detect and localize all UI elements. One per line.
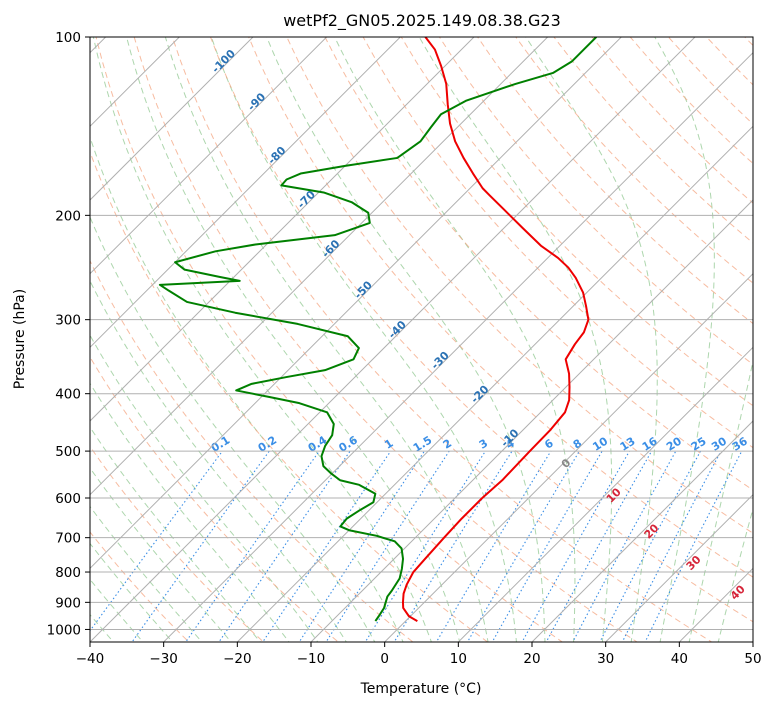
x-tick-label: 50 <box>744 651 761 667</box>
x-tick-label: 0 <box>380 651 389 667</box>
x-axis-ticks: −40 −30 −20 −10 0 10 20 30 40 50 <box>76 642 762 667</box>
x-tick-label: 40 <box>671 651 688 667</box>
isotherm-line <box>90 37 623 570</box>
y-axis-ticks: 1000 900 800 700 600 500 400 300 200 100 <box>47 30 90 638</box>
isotherm-line <box>162 51 753 642</box>
dry-adiabat-line <box>324 37 753 491</box>
x-tick-label: −10 <box>297 651 326 667</box>
isotherm-line <box>383 272 753 642</box>
x-axis-label: Temperature (°C) <box>360 681 482 697</box>
profile-series <box>158 37 597 622</box>
moist-adiabat-line <box>334 37 576 642</box>
y-tick-label: 1000 <box>47 622 81 638</box>
x-tick-label: −40 <box>76 651 105 667</box>
y-tick-label: 600 <box>55 491 81 507</box>
dry-adiabat-line <box>400 37 753 407</box>
isotherm-line <box>236 125 753 642</box>
moist-adiabat-line <box>90 505 203 642</box>
isotherm-line <box>90 37 254 201</box>
isotherm-line <box>90 37 475 422</box>
y-tick-label: 900 <box>55 595 81 611</box>
y-tick-label: 200 <box>55 208 81 224</box>
isotherm-line <box>90 37 549 496</box>
moist-adiabat-line <box>688 358 753 642</box>
x-tick-label: 20 <box>523 651 540 667</box>
y-axis-label: Pressure (hPa) <box>12 289 28 389</box>
isotherm-line <box>90 37 696 642</box>
x-tick-label: 30 <box>597 651 614 667</box>
isotherm-line <box>604 493 753 642</box>
isotherm-line <box>90 37 402 349</box>
isotherm-line <box>531 420 753 642</box>
moist-adiabat-line <box>418 37 613 642</box>
moist-adiabat-line <box>92 37 432 642</box>
moist-adiabat-line <box>266 37 546 642</box>
dewpoint-profile-line <box>158 37 597 622</box>
moist-adiabat-line <box>654 37 715 642</box>
chart-title: wetPf2_GN05.2025.149.08.38.G23 <box>283 11 561 31</box>
moist-adiabat-line <box>90 334 319 642</box>
y-tick-label: 700 <box>55 531 81 547</box>
y-tick-label: 800 <box>55 565 81 581</box>
isotherm-line <box>90 37 328 275</box>
dry-adiabat-line <box>362 37 753 449</box>
x-tick-label: 10 <box>450 651 467 667</box>
temperature-profile-line <box>401 37 590 622</box>
y-tick-label: 400 <box>55 387 81 403</box>
moist-adiabat-line <box>210 37 517 642</box>
y-tick-label: 500 <box>55 444 81 460</box>
dry-adiabat-line <box>439 37 753 366</box>
x-tick-label: −20 <box>223 651 252 667</box>
isobar-grid <box>90 37 753 630</box>
y-tick-label: 100 <box>55 30 81 46</box>
moist-adiabat-line <box>717 506 753 642</box>
x-tick-label: −30 <box>149 651 178 667</box>
isotherm-grid <box>90 37 753 642</box>
isotherm-line <box>457 346 753 642</box>
plot-frame <box>89 36 754 643</box>
y-tick-label: 300 <box>55 313 81 329</box>
isotherm-line <box>310 199 753 642</box>
